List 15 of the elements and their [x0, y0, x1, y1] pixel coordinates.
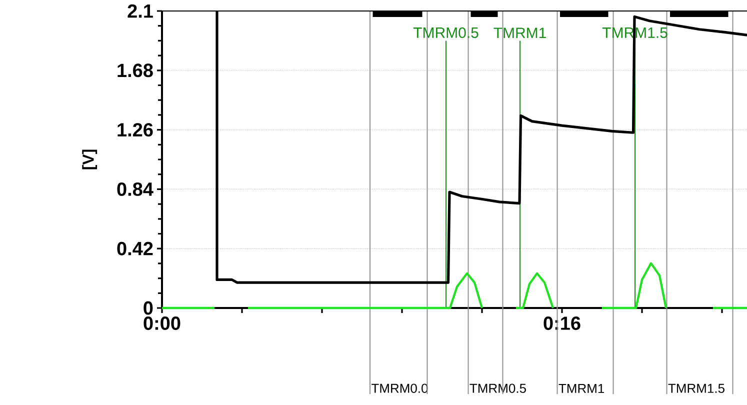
ref-line-label: TMRM1 — [558, 384, 604, 393]
x-tick-label: 0:16 — [544, 316, 580, 330]
x-tick-label: 0:00 — [144, 316, 180, 330]
ref-line-label: TMRM0.5 — [413, 27, 478, 38]
ref-line-label: TMRM1 — [494, 28, 546, 38]
ref-line-label: TMRM1.5 — [668, 384, 724, 393]
y-tick-label: 2.1 — [128, 4, 153, 18]
ref-line-label: TMRM0.0 — [371, 384, 428, 393]
y-tick-label: 0 — [144, 301, 153, 315]
y-tick-label: 1.68 — [118, 64, 153, 78]
y-axis-title: [V] — [82, 150, 98, 170]
y-tick-label: 0.84 — [117, 182, 154, 196]
y-tick-label: 0.42 — [117, 242, 153, 256]
y-tick-label: 1.26 — [118, 123, 153, 137]
ref-line-label: TMRM0.5 — [470, 384, 526, 393]
